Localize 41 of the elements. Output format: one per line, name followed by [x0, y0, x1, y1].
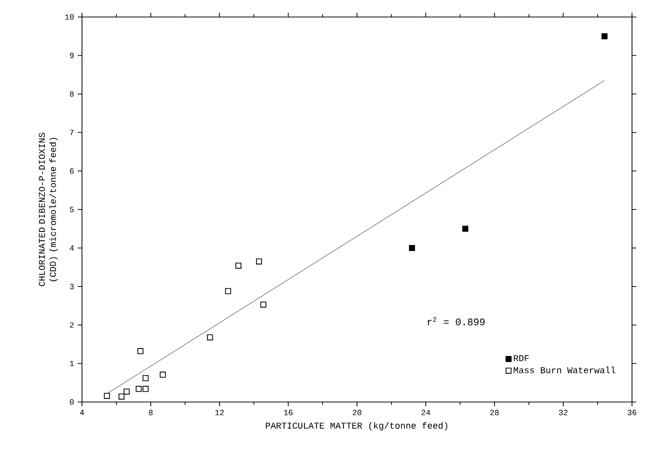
- point: [137, 348, 144, 354]
- point: [118, 394, 125, 400]
- point: [462, 226, 468, 232]
- y-tick-label: 9: [70, 52, 74, 58]
- point: [207, 334, 214, 340]
- y-tick-label: 0: [70, 399, 74, 405]
- y-tick-label: 5: [70, 206, 74, 212]
- point: [260, 302, 266, 308]
- point: [235, 262, 242, 269]
- y-tick-label: 8: [70, 91, 74, 97]
- x-tick-label: 28: [490, 410, 499, 416]
- y-tick-label: 2: [70, 322, 74, 328]
- x-tick-label: 36: [628, 410, 636, 416]
- x-tick-label: 8: [148, 410, 153, 416]
- x-tick-label: 12: [215, 410, 224, 416]
- x-tick-label: 32: [558, 410, 568, 416]
- x-tick-label: 20: [352, 410, 362, 416]
- y-tick-label: 7: [70, 130, 74, 136]
- y-tick-label: 10: [65, 14, 74, 20]
- point: [142, 375, 149, 382]
- point: [104, 392, 110, 399]
- y-axis-title: CHLORINATED DIBENZO-P-DIOXINS (CDD) (micromole/tonne feed): [38, 132, 58, 286]
- point: [602, 33, 608, 40]
- annotation: r$^{2}$ = 0.899: [428, 316, 485, 326]
- y-tick-label: 4: [70, 245, 74, 251]
- point: [124, 388, 130, 395]
- y-tick-label: 3: [70, 284, 74, 290]
- y-tick-label: 1: [70, 360, 74, 366]
- x-tick-label: 4: [80, 410, 84, 416]
- legend-label: RDF: [514, 355, 529, 362]
- point: [225, 288, 232, 294]
- x-axis-title: PARTICULATE MATTER (kg/tonne feed): [266, 422, 448, 430]
- point: [409, 245, 416, 251]
- point: [160, 372, 166, 378]
- x-tick-label: 16: [284, 410, 293, 416]
- point: [256, 258, 262, 264]
- y-tick-label: 6: [70, 168, 74, 174]
- x-tick-label: 24: [422, 410, 430, 416]
- point: [136, 386, 142, 392]
- point: [142, 386, 149, 392]
- legend-label: Mass Burn Waterwall: [514, 366, 616, 374]
